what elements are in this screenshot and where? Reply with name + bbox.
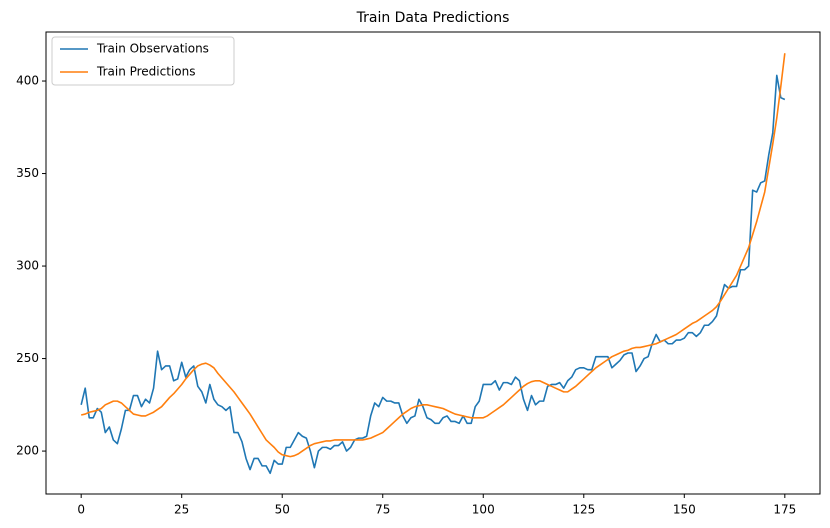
- y-tick-label: 400: [16, 74, 39, 88]
- legend-label: Train Observations: [96, 42, 209, 56]
- x-tick-label: 50: [275, 503, 290, 517]
- x-tick-label: 25: [174, 503, 189, 517]
- x-tick-label: 150: [673, 503, 696, 517]
- data-line: [80, 74, 786, 475]
- y-tick-label: 350: [16, 166, 39, 180]
- y-tick-label: 250: [16, 351, 39, 365]
- y-tick-label: 300: [16, 259, 39, 273]
- x-tick-label: 0: [77, 503, 85, 517]
- x-tick-label: 75: [375, 503, 390, 517]
- legend-box: [51, 36, 235, 86]
- chart-title: Train Data Predictions: [356, 10, 510, 26]
- y-tick-label: 200: [16, 444, 39, 458]
- data-line: [80, 53, 786, 458]
- plot-frame: [45, 31, 821, 495]
- x-tick-label: 100: [472, 503, 495, 517]
- x-tick-label: 175: [773, 503, 796, 517]
- x-tick-label: 125: [572, 503, 595, 517]
- legend-label: Train Predictions: [96, 65, 195, 79]
